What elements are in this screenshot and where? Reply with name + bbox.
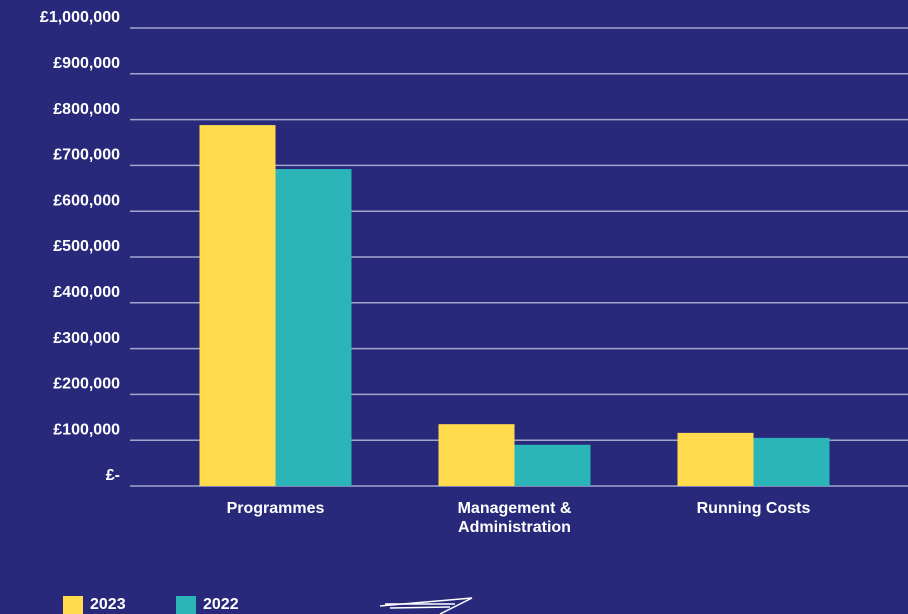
legend-swatch bbox=[63, 596, 83, 614]
legend-label: 2022 bbox=[203, 596, 239, 613]
bar bbox=[275, 169, 352, 486]
bar bbox=[753, 437, 830, 486]
x-tick-label: Running Costs bbox=[696, 500, 811, 517]
y-tick-label: £1,000,000 bbox=[40, 9, 120, 26]
x-tick-label: Programmes bbox=[226, 500, 325, 517]
y-tick-label: £100,000 bbox=[53, 421, 120, 438]
y-tick-label: £400,000 bbox=[53, 284, 120, 301]
logo bbox=[379, 597, 473, 614]
bar bbox=[677, 432, 754, 486]
y-tick-label: £800,000 bbox=[53, 101, 120, 118]
bar bbox=[199, 125, 276, 486]
y-tick-label: £300,000 bbox=[53, 330, 120, 347]
y-tick-label: £- bbox=[106, 467, 120, 484]
bar bbox=[514, 444, 591, 486]
x-tick-label: Management & Administration bbox=[457, 500, 572, 536]
bar bbox=[438, 424, 515, 486]
y-tick-label: £900,000 bbox=[53, 55, 120, 72]
y-tick-label: £600,000 bbox=[53, 192, 120, 209]
legend-swatch bbox=[176, 596, 196, 614]
y-tick-label: £500,000 bbox=[53, 238, 120, 255]
y-tick-label: £700,000 bbox=[53, 147, 120, 164]
legend-label: 2023 bbox=[90, 596, 126, 613]
y-tick-label: £200,000 bbox=[53, 376, 120, 393]
